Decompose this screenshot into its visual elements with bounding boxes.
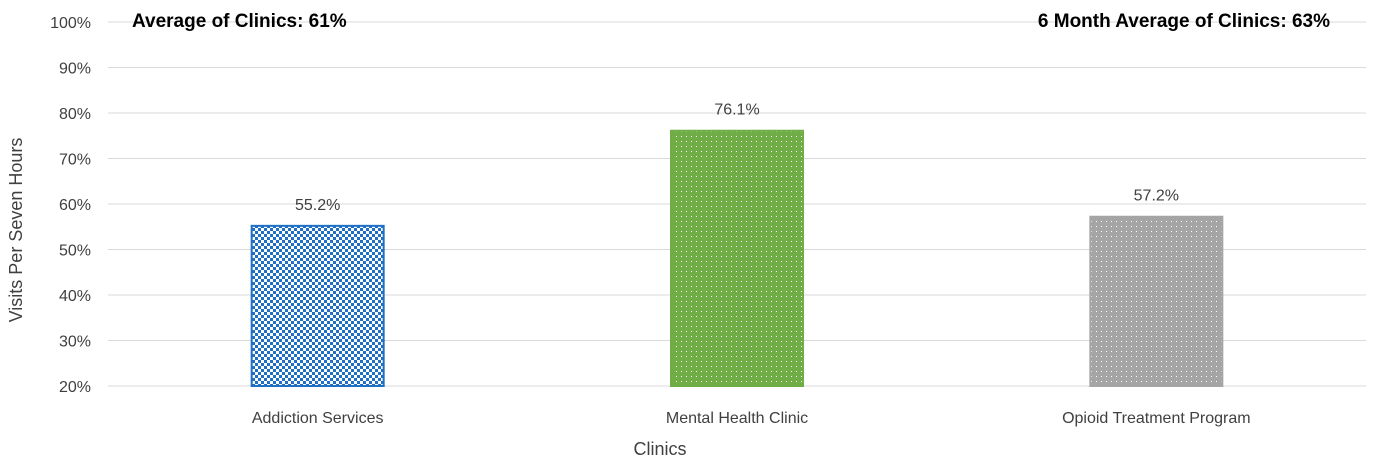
y-axis-ticks: 20% 30% 40% 50% 60% 70% 80% 90% 100% [50, 15, 91, 396]
y-tick-label: 60% [59, 197, 91, 214]
y-tick-label: 70% [59, 152, 91, 169]
y-tick-label: 20% [59, 379, 91, 396]
data-label: 76.1% [714, 102, 759, 119]
x-tick-label: Addiction Services [252, 410, 384, 427]
bars: 55.2% 76.1% 57.2% [250, 102, 1224, 387]
data-label: 55.2% [295, 197, 340, 214]
y-tick-label: 90% [59, 61, 91, 78]
x-tick-label: Opioid Treatment Program [1062, 410, 1251, 427]
bar [1089, 215, 1224, 387]
x-axis-title: Clinics [633, 439, 686, 459]
six-month-average-annotation: 6 Month Average of Clinics: 63% [1038, 11, 1330, 32]
y-tick-label: 40% [59, 288, 91, 305]
average-annotation: Average of Clinics: 61% [132, 11, 347, 32]
y-tick-label: 50% [59, 243, 91, 260]
bar [670, 129, 804, 387]
y-tick-label: 100% [50, 15, 91, 32]
y-axis-title: Visits Per Seven Hours [6, 138, 26, 323]
x-tick-label: Mental Health Clinic [666, 410, 808, 427]
x-axis-ticks: Addiction Services Mental Health Clinic Op… [252, 410, 1251, 427]
data-label: 57.2% [1134, 188, 1179, 205]
y-tick-label: 80% [59, 106, 91, 123]
bar [250, 224, 385, 387]
y-tick-label: 30% [59, 334, 91, 351]
